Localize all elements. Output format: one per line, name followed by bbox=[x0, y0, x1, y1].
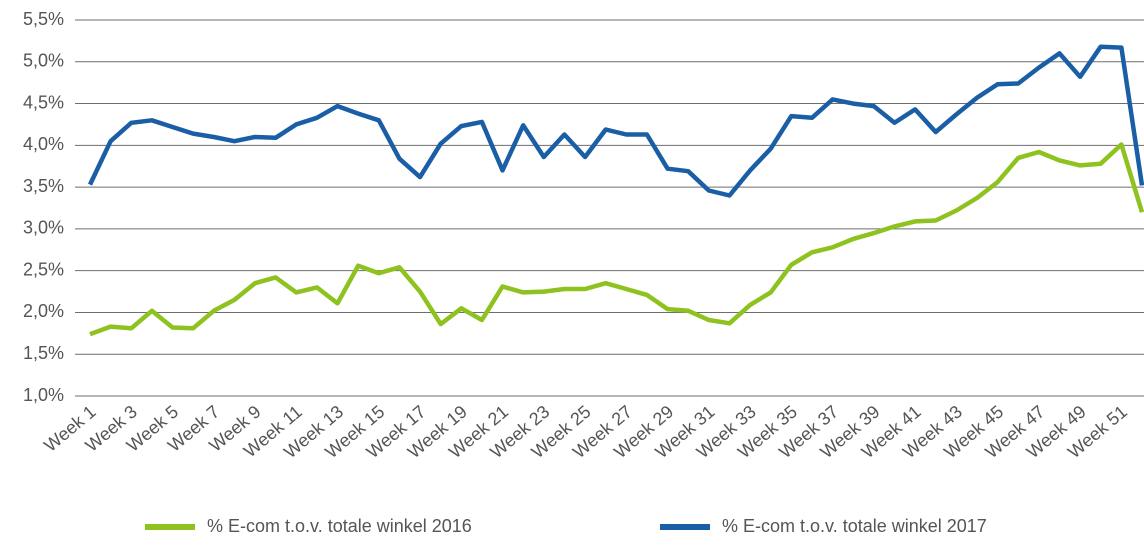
y-tick-label: 5,5% bbox=[23, 9, 64, 29]
series-line bbox=[89, 142, 1144, 337]
legend-label: % E-com t.o.v. totale winkel 2016 bbox=[207, 516, 472, 536]
y-tick-label: 1,5% bbox=[23, 343, 64, 363]
y-tick-label: 2,5% bbox=[23, 259, 64, 279]
y-tick-label: 2,0% bbox=[23, 301, 64, 321]
y-tick-label: 1,0% bbox=[23, 385, 64, 405]
legend-label: % E-com t.o.v. totale winkel 2017 bbox=[722, 516, 987, 536]
y-tick-label: 4,0% bbox=[23, 134, 64, 154]
y-tick-label: 3,0% bbox=[23, 218, 64, 238]
series-line bbox=[87, 44, 1144, 198]
y-tick-label: 5,0% bbox=[23, 51, 64, 71]
y-tick-label: 4,5% bbox=[23, 92, 64, 112]
y-tick-label: 3,5% bbox=[23, 176, 64, 196]
